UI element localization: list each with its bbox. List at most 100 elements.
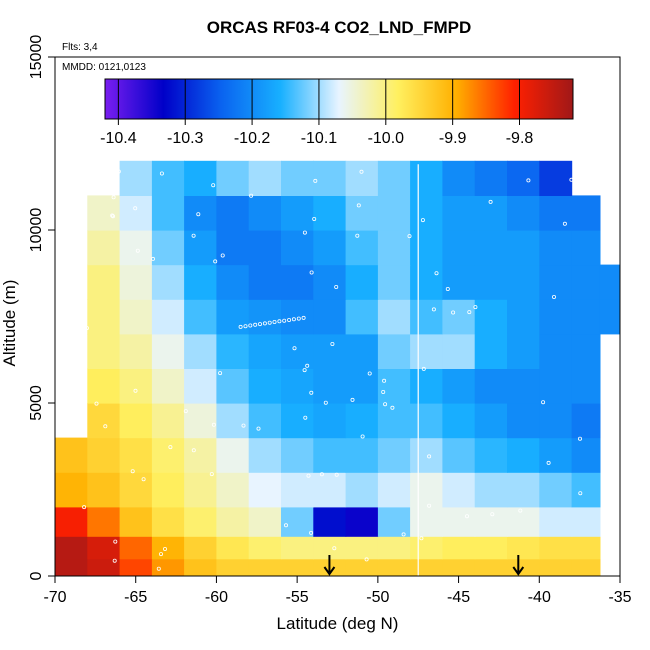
heatmap-cell (345, 437, 379, 473)
sample-point (306, 473, 311, 478)
heatmap-cell (410, 437, 443, 473)
heatmap-cell (119, 403, 153, 439)
heatmap-cell (377, 472, 411, 508)
plot-frame (54, 56, 621, 577)
sample-point (451, 310, 456, 315)
heatmap-cell (281, 506, 314, 537)
heatmap-cell (184, 368, 217, 404)
heatmap-cell (184, 195, 217, 231)
sample-point (133, 206, 138, 211)
heatmap-cell (507, 437, 540, 473)
heatmap-cell (216, 195, 250, 231)
heatmap-cell (151, 195, 185, 231)
sample-point (111, 195, 116, 200)
heatmap-cell (539, 264, 573, 300)
sample-point (283, 523, 288, 528)
heatmap-cell (410, 299, 443, 335)
heatmap-cell (216, 437, 250, 473)
sample-point (84, 326, 89, 331)
heatmap-cell (474, 437, 508, 473)
sample-point (323, 400, 328, 405)
sample-point (578, 436, 583, 441)
heatmap-cell (442, 403, 476, 439)
heatmap-cell (410, 195, 443, 231)
heatmap-cell (87, 506, 121, 537)
heatmap-cell (119, 506, 153, 537)
sample-point (356, 203, 361, 208)
colorbar-tick-label: -10.0 (368, 130, 405, 147)
sample-point (332, 546, 337, 551)
sample-point (488, 199, 493, 204)
sample-point (253, 322, 258, 327)
heatmap-cell (55, 506, 88, 537)
sample-point (526, 178, 531, 183)
sample-point (359, 169, 364, 174)
heatmap-cell (119, 536, 153, 560)
heatmap-cell (377, 299, 411, 335)
heatmap-cell (281, 299, 314, 335)
sample-point (162, 547, 167, 552)
heatmap-cell (410, 536, 443, 560)
sample-point (82, 505, 87, 510)
heatmap-cell (539, 437, 573, 473)
heatmap-cell (571, 299, 601, 335)
colorbar-tick-label: -10.1 (301, 130, 338, 147)
sample-point (382, 378, 387, 383)
sample-point (546, 460, 551, 465)
heatmap-cell (345, 368, 379, 404)
sample-point (72, 422, 77, 427)
sample-point (301, 315, 306, 320)
sample-point (302, 230, 307, 235)
heatmap-cell (539, 536, 573, 560)
sample-point (262, 321, 267, 326)
sample-point (257, 322, 262, 327)
sample-point (73, 263, 78, 268)
heatmap-cell (442, 506, 476, 537)
heatmap-cell (507, 506, 540, 537)
heatmap-cell (507, 368, 540, 404)
sample-point (367, 371, 372, 376)
sample-point (427, 503, 432, 508)
sample-point (94, 401, 99, 406)
heatmap-cell (474, 558, 508, 576)
heatmap-cell (539, 195, 573, 231)
heatmap-cell (87, 195, 121, 231)
heatmap-cell (507, 195, 540, 231)
x-axis: -70 -65 -60 -55 -50 -45 -40 -35 (43, 576, 632, 606)
heatmap-cell (151, 230, 185, 266)
heatmap-cell (281, 472, 314, 508)
sample-point (431, 307, 436, 312)
heatmap-cell (539, 403, 573, 439)
heatmap-cell (151, 437, 185, 473)
heatmap-cell (119, 195, 153, 231)
heatmap-cell (442, 368, 476, 404)
heatmap-cell (442, 299, 476, 335)
heatmap-cell (248, 403, 282, 439)
heatmap-cell (345, 558, 379, 576)
heatmap-cell (313, 333, 347, 369)
sample-point (241, 423, 246, 428)
heatmap-cell (313, 160, 347, 196)
sample-point (302, 368, 307, 373)
overlay (323, 164, 525, 576)
heatmap-cell (474, 195, 508, 231)
heatmap-cell (248, 506, 282, 537)
heatmap-cell (87, 333, 121, 369)
heatmap-cell (410, 403, 443, 439)
sample-point (313, 178, 318, 183)
heatmap-cell (87, 299, 121, 335)
sample-point (401, 532, 406, 537)
heatmap-cell (377, 264, 411, 300)
heatmap-cell (151, 368, 185, 404)
heatmap-cell (313, 368, 347, 404)
dates-annotation: MMDD: 0121,0123 (62, 62, 146, 73)
heatmap-cell (442, 558, 476, 576)
heatmap-cell (184, 558, 217, 576)
heatmap-cell (345, 472, 379, 508)
heatmap-cell (281, 536, 314, 560)
sample-point (213, 259, 218, 264)
sample-point (196, 212, 201, 217)
heatmap-cell (151, 333, 185, 369)
heatmap-cell (55, 472, 88, 508)
